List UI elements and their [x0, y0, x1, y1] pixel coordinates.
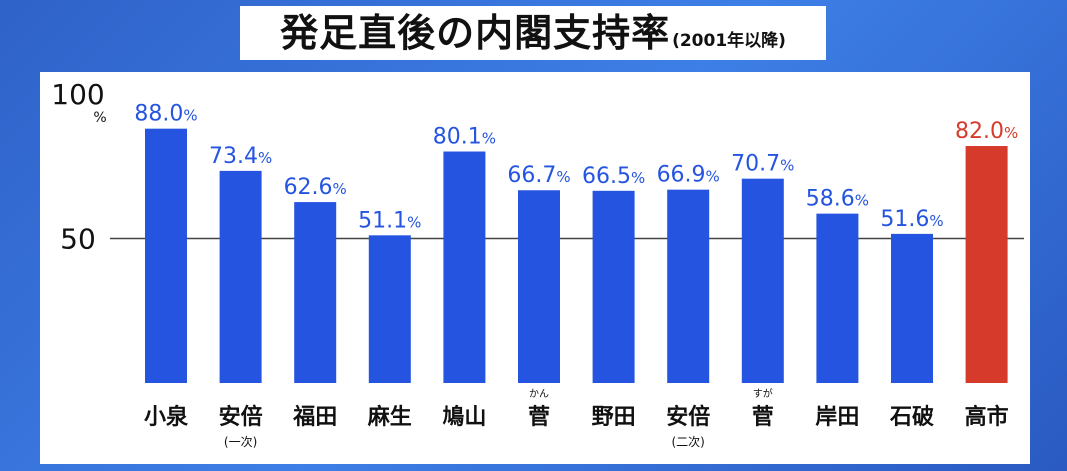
bar: [816, 213, 859, 383]
bar: [145, 128, 187, 383]
bar-value-unit: %: [183, 107, 197, 125]
bar-value-number: 66.7: [507, 163, 556, 188]
bar-value-number: 66.9: [657, 163, 706, 188]
bar-value-unit: %: [1004, 124, 1018, 142]
bar-value-number: 80.1: [433, 125, 482, 150]
chart-title: 発足直後の内閣支持率: [280, 11, 671, 55]
category-label: 菅: [528, 405, 550, 430]
bar-value-number: 88.0: [134, 102, 183, 127]
category-label: 石破: [889, 404, 934, 430]
bar: [667, 189, 710, 383]
chart-subtitle: (2001年以降): [672, 31, 786, 51]
bar-value-label: 70.7%: [731, 152, 794, 177]
bar-value-label: 51.6%: [880, 207, 943, 232]
bar: [592, 190, 635, 383]
bar-value-label: 66.5%: [582, 164, 645, 189]
bar-value-label: 88.0%: [134, 102, 197, 127]
category-label: 菅: [752, 405, 774, 430]
chart-title-box: 発足直後の内閣支持率 (2001年以降): [240, 6, 826, 60]
category-label: 安倍: [219, 404, 263, 430]
category-ruby: かん: [529, 388, 549, 400]
category-sublabel: (二次): [672, 435, 705, 449]
bar: [368, 235, 411, 383]
category-label: 麻生: [367, 404, 412, 430]
category-label: 鳩山: [442, 405, 486, 430]
bar-value-label: 82.0%: [955, 119, 1018, 144]
category-label: 野田: [592, 405, 636, 430]
y-tick-label: 100: [51, 78, 104, 111]
bar-value-label: 80.1%: [433, 125, 496, 150]
bar: [518, 190, 560, 383]
bar-value-number: 58.6: [806, 187, 855, 212]
bar-value-number: 66.5: [582, 164, 631, 189]
bar-value-number: 51.1: [358, 208, 407, 233]
bar-value-label: 66.9%: [657, 163, 720, 188]
bar: [891, 233, 933, 383]
bar-value-unit: %: [556, 168, 570, 186]
category-label: 福田: [292, 405, 337, 430]
category-sublabel: (一次): [224, 435, 257, 449]
bar-value-unit: %: [855, 192, 869, 210]
bar: [294, 202, 337, 383]
category-label: 高市: [965, 404, 1009, 430]
bar-value-number: 82.0: [955, 119, 1004, 144]
bar-value-number: 73.4: [209, 144, 258, 169]
bar-value-number: 51.6: [880, 207, 929, 232]
bar-value-number: 62.6: [284, 175, 333, 200]
chart-panel: 50 100% 88.0% 小泉 73.4% 安倍 (一次) 62.6% 福田 51.1% 麻生 80…: [40, 72, 1030, 464]
bar: [443, 151, 486, 383]
bar: [741, 178, 784, 383]
bar-value-label: 51.1%: [358, 208, 421, 233]
bar-value-number: 70.7: [731, 152, 780, 177]
bar-value-unit: %: [258, 149, 272, 167]
y-tick-label: 50: [60, 223, 96, 256]
bar-value-unit: %: [929, 212, 943, 230]
bar-value-unit: %: [706, 168, 720, 186]
bar-value-label: 73.4%: [209, 144, 272, 169]
bar: [965, 146, 1008, 383]
bar-value-label: 62.6%: [284, 175, 347, 200]
bar-value-unit: %: [333, 180, 347, 198]
category-label: 岸田: [815, 405, 859, 430]
bar-value-unit: %: [631, 169, 645, 187]
bar-value-label: 66.7%: [507, 163, 570, 188]
bar-value-unit: %: [407, 213, 421, 231]
bar: [219, 170, 262, 383]
bar-value-unit: %: [482, 130, 496, 148]
bar-value-label: 58.6%: [806, 187, 869, 212]
category-label: 安倍: [666, 404, 710, 430]
category-label: 小泉: [144, 404, 189, 430]
bar-value-unit: %: [780, 157, 794, 175]
category-ruby: すが: [753, 387, 773, 400]
y-unit-label: %: [93, 110, 106, 126]
